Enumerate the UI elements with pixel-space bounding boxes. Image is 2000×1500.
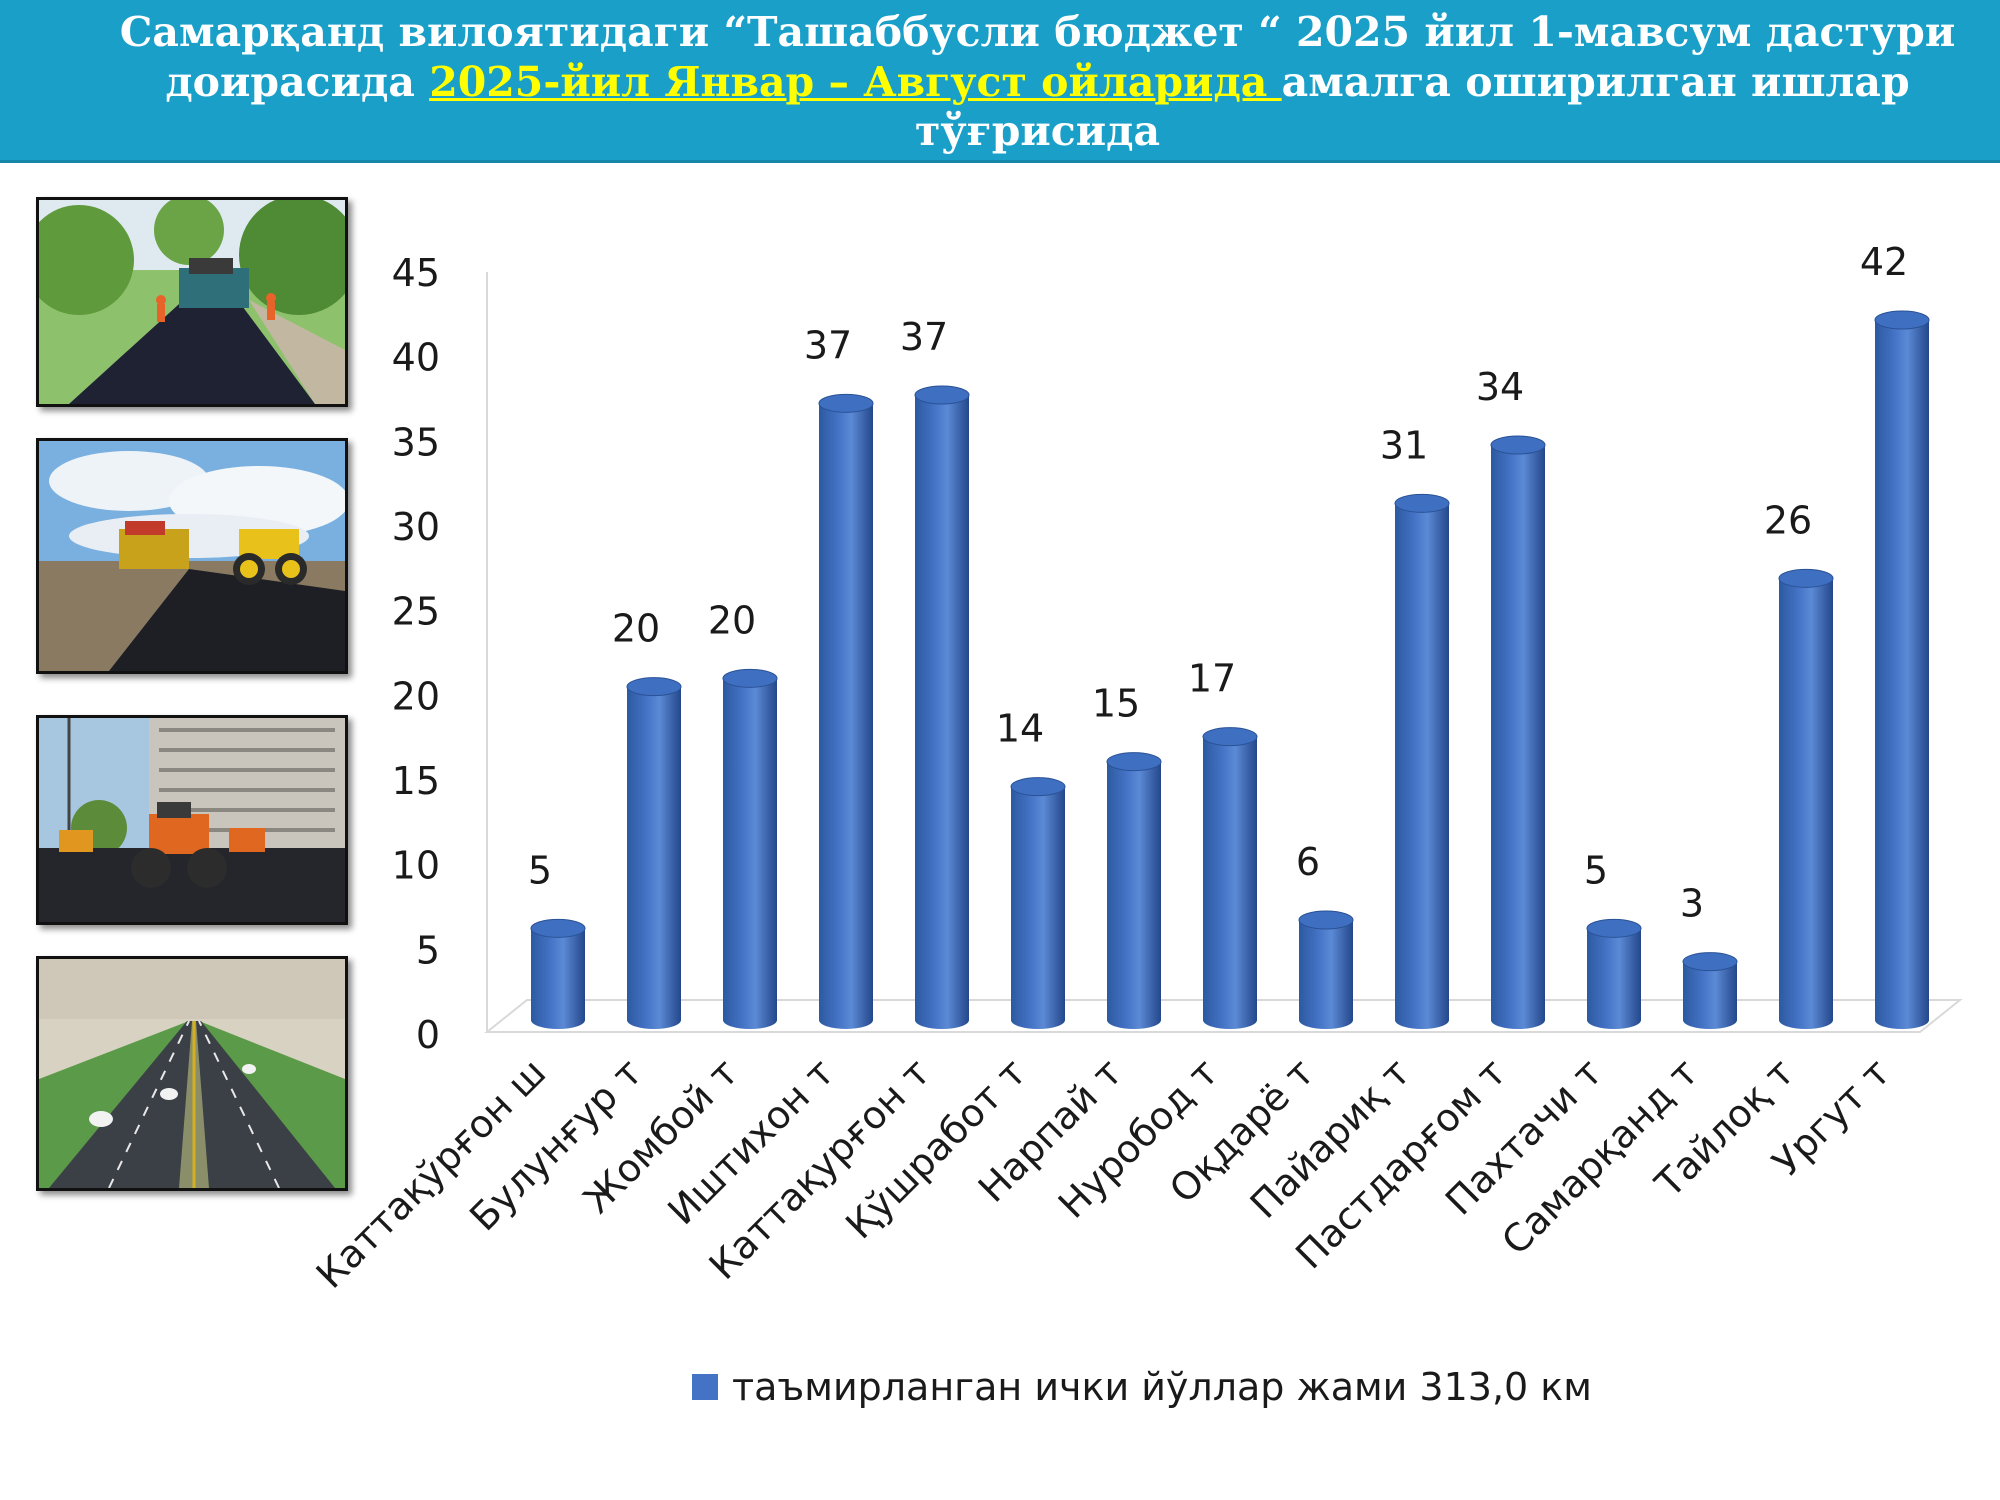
bar xyxy=(626,677,682,1029)
bar xyxy=(1682,952,1738,1029)
bars-group xyxy=(530,310,1930,1029)
bar-body xyxy=(627,686,681,1029)
data-label: 5 xyxy=(528,848,552,892)
y-tick-label: 0 xyxy=(416,1013,440,1057)
bar xyxy=(530,918,586,1029)
bar xyxy=(722,668,778,1029)
bar-cap xyxy=(1106,752,1162,772)
chart-legend: таъмирланган ички йўллар жами 313,0 км xyxy=(692,1362,1592,1412)
y-tick-label: 25 xyxy=(392,590,440,634)
bar xyxy=(1874,310,1930,1029)
bar-body xyxy=(1491,445,1545,1029)
highway-photo xyxy=(36,956,348,1191)
bar-cap xyxy=(1010,777,1066,797)
data-label: 20 xyxy=(708,598,756,642)
bar-cap xyxy=(914,385,970,405)
bar-body xyxy=(531,928,585,1029)
y-tick-label: 45 xyxy=(392,251,440,295)
bar xyxy=(1298,910,1354,1029)
road-paving-photo xyxy=(36,197,348,407)
bar-body xyxy=(915,395,969,1029)
legend-swatch xyxy=(692,1374,718,1400)
bar-cap xyxy=(1298,910,1354,930)
bar-body xyxy=(1587,928,1641,1029)
data-label: 34 xyxy=(1476,365,1524,409)
title-banner: Самарқанд вилоятидаги “Ташаббусли бюджет… xyxy=(0,0,2000,163)
bar-cap xyxy=(530,918,586,938)
data-label: 15 xyxy=(1092,682,1140,726)
data-label: 42 xyxy=(1860,240,1908,284)
data-label: 31 xyxy=(1380,423,1428,467)
title-period-highlight: 2025-йил Январ – Август ойларида xyxy=(429,58,1282,106)
bar-body xyxy=(1779,578,1833,1029)
bar xyxy=(1586,918,1642,1029)
data-label: 14 xyxy=(996,707,1044,751)
bar xyxy=(818,393,874,1029)
data-label: 3 xyxy=(1680,882,1704,926)
bar-body xyxy=(1011,786,1065,1029)
y-tick-label: 5 xyxy=(416,928,440,972)
bar-cap xyxy=(1874,310,1930,330)
bar xyxy=(914,385,970,1029)
bar xyxy=(1394,493,1450,1029)
data-label: 37 xyxy=(804,323,852,367)
data-label: 26 xyxy=(1764,498,1812,542)
title-line-2-prefix: доирасида xyxy=(165,58,430,106)
y-tick-label: 15 xyxy=(392,759,440,803)
bar-body xyxy=(1107,761,1161,1029)
bar-cap xyxy=(626,677,682,697)
bar-cap xyxy=(1490,435,1546,455)
legend-label: таъмирланган ички йўллар жами 313,0 км xyxy=(732,1365,1592,1409)
value-labels: 5 20 20 37 37 14 15 17 6 31 34 5 3 26 42 xyxy=(528,240,1908,926)
bar-cap xyxy=(1586,918,1642,938)
data-label: 6 xyxy=(1296,840,1320,884)
bar-body xyxy=(1203,736,1257,1029)
title-line-1: Самарқанд вилоятидаги “Ташаббусли бюджет… xyxy=(119,8,1956,56)
y-tick-label: 20 xyxy=(392,674,440,718)
road-roller-city-photo xyxy=(36,715,348,925)
bar-body xyxy=(1395,503,1449,1029)
asphalt-paver-roller-photo xyxy=(36,438,348,674)
bar xyxy=(1202,727,1258,1029)
y-tick-labels: 0 5 10 15 20 25 30 35 40 45 xyxy=(392,251,440,1057)
bar-cap xyxy=(722,668,778,688)
title-line-3: тўғрисида xyxy=(914,107,1161,155)
bar-cap xyxy=(818,393,874,413)
bar xyxy=(1490,435,1546,1029)
bar-body xyxy=(1299,920,1353,1029)
bar-cap xyxy=(1778,568,1834,588)
y-tick-label: 40 xyxy=(392,336,440,380)
bar-cap xyxy=(1202,727,1258,747)
bar-body xyxy=(1875,320,1929,1029)
data-label: 5 xyxy=(1584,848,1608,892)
bar-cap xyxy=(1682,952,1738,972)
bar-body xyxy=(819,403,873,1029)
y-tick-label: 35 xyxy=(392,420,440,464)
chart-axes xyxy=(484,272,1963,1033)
data-label: 20 xyxy=(612,607,660,651)
data-label: 37 xyxy=(900,315,948,359)
title-line-2-suffix: амалга оширилган ишлар xyxy=(1281,58,1910,106)
bar-cap xyxy=(1394,493,1450,513)
title-line-2: доирасида 2025-йил Январ – Август ойлари… xyxy=(0,58,2000,107)
bar-body xyxy=(723,678,777,1029)
bar xyxy=(1010,777,1066,1029)
y-tick-label: 10 xyxy=(392,844,440,888)
bar xyxy=(1778,568,1834,1029)
bar xyxy=(1106,752,1162,1029)
data-label: 17 xyxy=(1188,657,1236,701)
y-tick-label: 30 xyxy=(392,505,440,549)
bar-body xyxy=(1683,961,1737,1029)
